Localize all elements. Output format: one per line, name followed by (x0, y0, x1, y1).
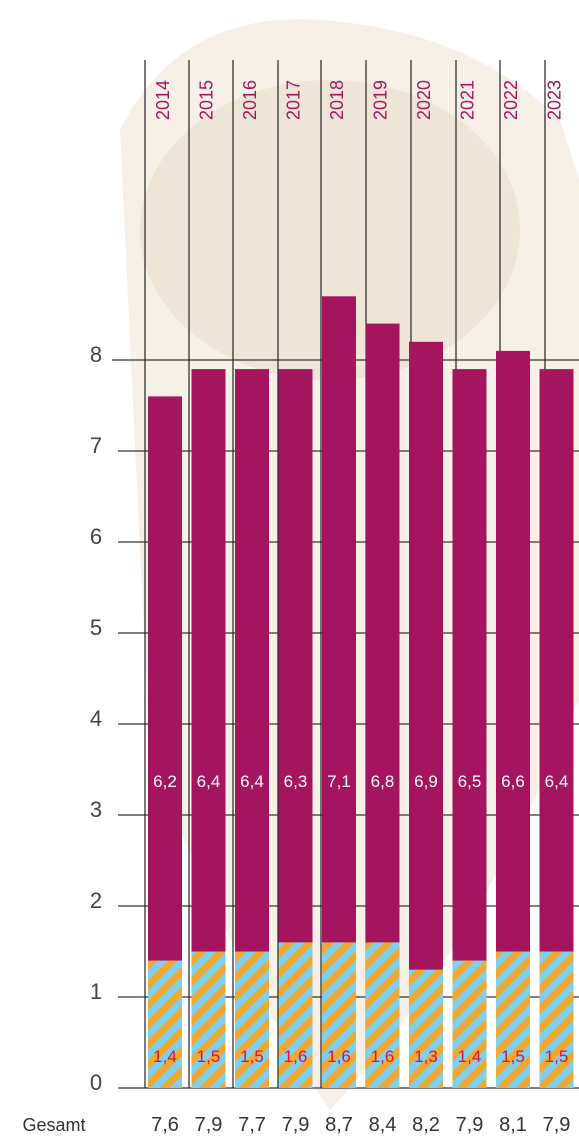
y-tick-label: 2 (90, 888, 102, 913)
bar-label-top: 6,4 (545, 772, 569, 791)
bar-segment-top (148, 396, 182, 961)
bar-label-bottom: 1,4 (153, 1047, 177, 1066)
bar-segment-top (322, 296, 356, 943)
total-value: 7,9 (195, 1114, 223, 1136)
bar-label-bottom: 1,6 (284, 1047, 308, 1066)
bar-segment-top (278, 369, 313, 943)
total-value: 8,4 (369, 1114, 397, 1136)
total-value: 7,9 (456, 1114, 484, 1136)
bar-segment-top (191, 369, 226, 952)
bar-label-bottom: 1,6 (371, 1047, 395, 1066)
bar-label-top: 6,9 (414, 772, 438, 791)
y-tick-label: 0 (90, 1070, 102, 1095)
y-tick-label: 8 (90, 342, 102, 367)
totals-row-label: Gesamt (22, 1115, 85, 1135)
bar-segment-bottom (409, 969, 443, 1088)
year-label: 2017 (284, 80, 304, 120)
year-label: 2022 (501, 80, 521, 120)
bar-segment-bottom (539, 951, 574, 1088)
y-tick-label: 7 (90, 433, 102, 458)
year-label: 2015 (197, 80, 217, 120)
bar-label-bottom: 1,6 (327, 1047, 351, 1066)
bar-label-bottom: 1,5 (501, 1047, 525, 1066)
bar-segment-bottom (365, 942, 400, 1088)
y-tick-label: 4 (90, 706, 102, 731)
y-tick-label: 5 (90, 615, 102, 640)
y-tick-label: 6 (90, 524, 102, 549)
background-scoop-highlight (140, 80, 520, 380)
bar-label-bottom: 1,5 (240, 1047, 264, 1066)
year-label: 2023 (545, 80, 565, 120)
bar-segment-bottom (148, 960, 182, 1088)
bar-label-top: 7,1 (327, 772, 351, 791)
year-label: 2018 (327, 80, 347, 120)
bar-label-top: 6,8 (371, 772, 395, 791)
year-label: 2020 (414, 80, 434, 120)
bar-segment-top (409, 341, 443, 970)
bar-segment-top (539, 369, 574, 952)
y-tick-label: 3 (90, 797, 102, 822)
bar-segment-top (452, 369, 487, 961)
bar-segment-top (365, 323, 400, 943)
bar-label-top: 6,2 (153, 772, 177, 791)
total-value: 8,7 (325, 1114, 353, 1136)
year-label: 2019 (371, 80, 391, 120)
bar-label-top: 6,4 (197, 772, 221, 791)
total-value: 7,9 (543, 1114, 571, 1136)
bar-segment-bottom (278, 942, 313, 1088)
bar-segment-top (496, 350, 530, 952)
bar-segment-bottom (322, 942, 356, 1088)
bar-segment-top (235, 369, 269, 952)
total-value: 7,6 (151, 1114, 179, 1136)
bar-label-top: 6,4 (240, 772, 264, 791)
year-label: 2016 (240, 80, 260, 120)
total-value: 8,2 (412, 1114, 440, 1136)
bar-label-top: 6,5 (458, 772, 482, 791)
bar-label-top: 6,3 (284, 772, 308, 791)
year-label: 2014 (153, 80, 173, 120)
bar-label-top: 6,6 (501, 772, 525, 791)
total-value: 7,7 (238, 1114, 266, 1136)
bar-segment-bottom (191, 951, 226, 1088)
bar-segment-bottom (452, 960, 487, 1088)
bar-label-bottom: 1,3 (414, 1047, 438, 1066)
bar-label-bottom: 1,5 (545, 1047, 569, 1066)
total-value: 8,1 (499, 1114, 527, 1136)
y-tick-label: 1 (90, 979, 102, 1004)
bar-label-bottom: 1,4 (458, 1047, 482, 1066)
total-value: 7,9 (282, 1114, 310, 1136)
bar-segment-bottom (496, 951, 530, 1088)
year-label: 2021 (458, 80, 478, 120)
bar-segment-bottom (235, 951, 269, 1088)
bars (148, 296, 574, 1088)
labels: 0 1 2 3 4 5 6 7 8 2014 6,2 1,4 7,6 2015 6,4 1,5 7,9 2016 6… (22, 80, 570, 1136)
bar-label-bottom: 1,5 (197, 1047, 221, 1066)
